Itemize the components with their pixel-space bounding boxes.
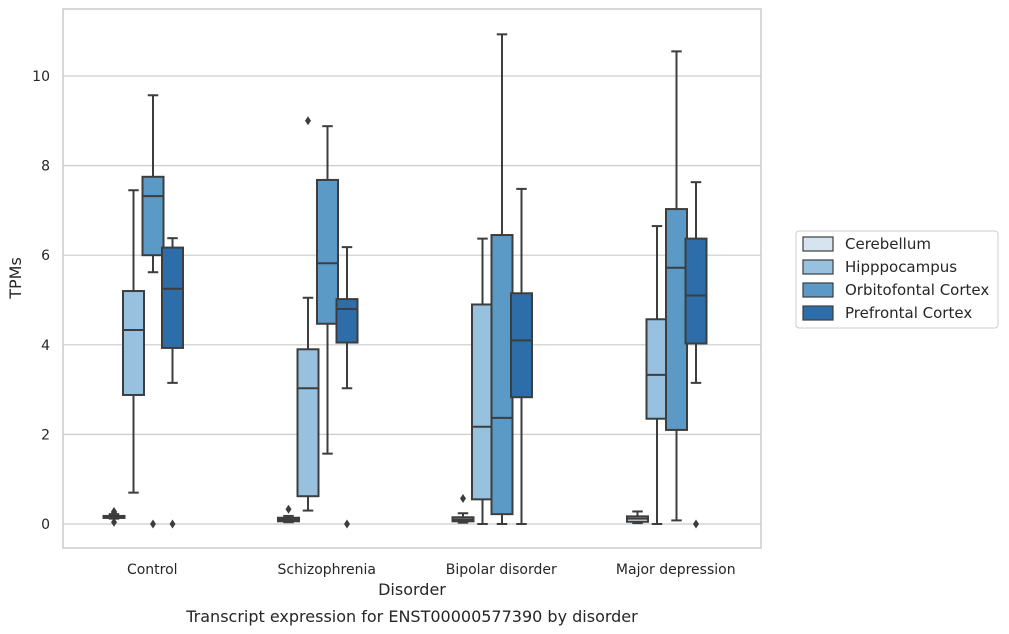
- iqr-box: [490, 234, 514, 516]
- outlier-point: [344, 519, 350, 529]
- legend-swatch: [802, 236, 834, 252]
- iqr-box: [665, 208, 688, 431]
- iqr-box: [122, 290, 145, 396]
- box-orbitofontal-cortex: [316, 125, 339, 455]
- iqr-box: [510, 292, 533, 399]
- y-tick-label: 8: [41, 159, 50, 175]
- y-tick-labels: 0 2 4 6 8 10: [32, 69, 50, 533]
- legend-label: Orbitofontal Cortex: [845, 281, 989, 299]
- chart-caption: Transcript expression for ENST0000057739…: [185, 607, 638, 626]
- iqr-box: [296, 348, 320, 498]
- legend-label: Cerebellum: [845, 235, 931, 253]
- outlier-point: [460, 493, 466, 503]
- x-tick-label: Control: [127, 562, 178, 578]
- outlier-point: [169, 519, 176, 529]
- outlier-point: [285, 504, 292, 514]
- outlier-point: [693, 519, 699, 529]
- x-tick-label: Bipolar disorder: [446, 562, 557, 578]
- legend-label: Hipppocampus: [845, 258, 957, 276]
- box-hipppocampus: [122, 189, 145, 494]
- y-tick-label: 10: [32, 69, 50, 85]
- box-orbitofontal-cortex: [141, 94, 165, 529]
- box-prefrontal-cortex: [335, 246, 359, 529]
- iqr-box: [141, 175, 165, 257]
- x-axis-label: Disorder: [378, 580, 446, 599]
- box-cerebellum: [277, 504, 300, 524]
- iqr-box: [645, 318, 669, 420]
- legend-swatch: [802, 282, 834, 298]
- legend: Cerebellum Hipppocampus Orbitofontal Corte…: [795, 230, 999, 329]
- plot-area-frame: [62, 8, 762, 549]
- x-tick-labels: Control Schizophrenia Bipolar disorder Majo…: [127, 562, 736, 578]
- legend-label: Prefrontal Cortex: [845, 304, 972, 322]
- y-tick-label: 6: [41, 248, 50, 264]
- outlier-point: [111, 506, 117, 516]
- box-series: [102, 33, 708, 529]
- outlier-point: [305, 116, 311, 126]
- outlier-point: [111, 517, 117, 527]
- y-tick-label: 0: [41, 517, 50, 533]
- box-cerebellum: [626, 510, 649, 525]
- iqr-box: [161, 246, 184, 349]
- box-hipppocampus: [471, 237, 494, 525]
- box-prefrontal-cortex: [684, 181, 708, 529]
- iqr-box: [471, 303, 494, 501]
- box-prefrontal-cortex: [161, 237, 184, 529]
- outlier-point: [150, 519, 156, 529]
- legend-swatch: [802, 305, 834, 321]
- x-tick-label: Schizophrenia: [278, 562, 376, 578]
- legend-frame: [795, 230, 999, 329]
- box-cerebellum: [102, 506, 126, 527]
- legend-swatch: [802, 259, 834, 275]
- box-hipppocampus: [645, 225, 669, 525]
- x-tick-label: Major depression: [616, 562, 736, 578]
- iqr-box: [684, 237, 708, 345]
- iqr-box: [316, 178, 339, 325]
- y-axis-label: TPMs: [6, 257, 25, 300]
- iqr-box: [335, 298, 359, 344]
- box-prefrontal-cortex: [510, 187, 533, 525]
- box-hipppocampus: [296, 116, 320, 512]
- box-cerebellum: [451, 493, 475, 524]
- y-tick-label: 2: [41, 427, 50, 443]
- y-tick-label: 4: [41, 338, 50, 354]
